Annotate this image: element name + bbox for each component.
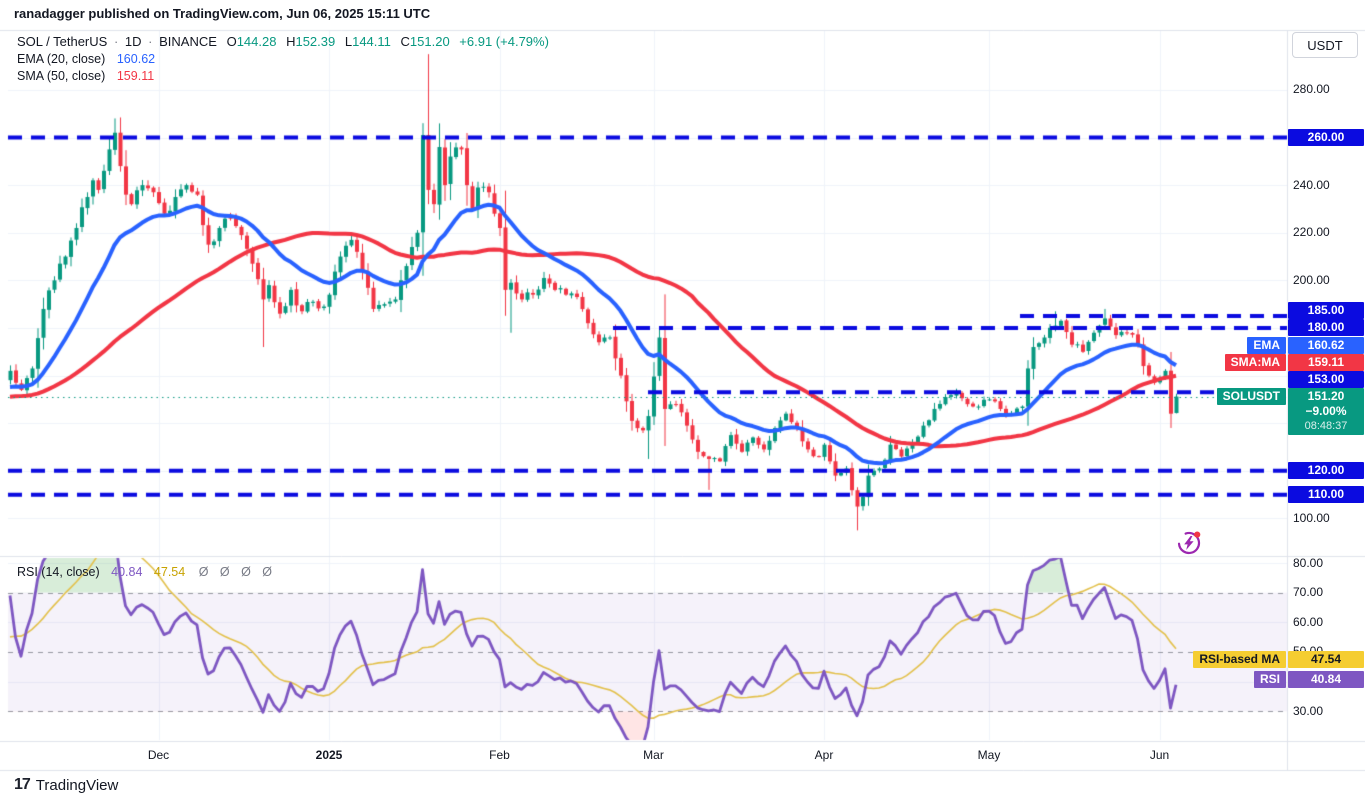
tradingview-logo-mark: 17: [14, 776, 31, 793]
separator: ·: [148, 34, 153, 49]
chart-legend: SOL / TetherUS · 1D · BINANCE O144.28 H1…: [17, 34, 549, 85]
exchange-label: BINANCE: [159, 34, 217, 49]
ema-legend-row[interactable]: EMA (20, close) 160.62: [17, 51, 549, 67]
rsi-ma-value-badge: 47.54: [1288, 650, 1364, 668]
ema-axis-label: EMA: [1247, 337, 1286, 355]
close-label: C: [400, 34, 410, 49]
interval-label[interactable]: 1D: [124, 34, 142, 49]
time-axis-month[interactable]: 2025: [315, 748, 343, 762]
ema-value-badge: 160.62: [1288, 337, 1364, 355]
open-label: O: [226, 34, 237, 49]
rsi-ma-value: 47.54: [153, 565, 186, 579]
rsi-axis-tick: 60.00: [1293, 614, 1324, 629]
last-price-badge: 151.20 −9.00% 08:48:37: [1288, 388, 1364, 436]
separator: ·: [113, 34, 119, 49]
open-value: 144.28: [236, 34, 277, 49]
symbol-name[interactable]: SOL / TetherUS: [17, 34, 108, 49]
level-badge-110: 110.00: [1288, 486, 1364, 504]
last-price-value: 151.20: [1307, 389, 1345, 404]
rsi-label: RSI (14, close): [17, 565, 100, 579]
change-value: +6.91 (+4.79%): [459, 34, 549, 49]
tradingview-logo[interactable]: 17 TradingView: [14, 776, 118, 794]
last-price-change-pct: −9.00%: [1305, 404, 1347, 419]
low-label: L: [344, 34, 353, 49]
sma-legend-row[interactable]: SMA (50, close) 159.11: [17, 68, 549, 84]
high-value: 152.39: [295, 34, 336, 49]
ema-value: 160.62: [116, 52, 156, 66]
level-badge-180: 180.00: [1288, 319, 1364, 337]
rsi-value: 40.84: [111, 565, 143, 579]
time-axis-month[interactable]: Feb: [489, 748, 510, 762]
price-axis-tick: 240.00: [1293, 177, 1330, 192]
sma-label: SMA (50, close): [17, 69, 106, 83]
time-axis-month[interactable]: Jun: [1149, 748, 1170, 762]
rsi-axis-tick: 80.00: [1293, 555, 1324, 570]
currency-toggle-button[interactable]: USDT: [1292, 32, 1358, 58]
tradingview-brand-text: TradingView: [35, 776, 119, 794]
price-axis-tick: 220.00: [1293, 225, 1330, 240]
bar-countdown: 08:48:37: [1304, 420, 1348, 433]
symbol-row[interactable]: SOL / TetherUS · 1D · BINANCE O144.28 H1…: [17, 34, 549, 50]
high-label: H: [286, 34, 296, 49]
level-badge-185: 185.00: [1288, 302, 1364, 320]
time-axis-month[interactable]: May: [977, 748, 1001, 762]
close-value: 151.20: [409, 34, 450, 49]
price-axis-tick: 280.00: [1293, 82, 1330, 97]
rsi-empty-params: Ø Ø Ø Ø: [198, 565, 276, 579]
rsi-axis-tick: 30.00: [1293, 703, 1324, 718]
time-axis-month[interactable]: Apr: [814, 748, 834, 762]
rsi-value-badge: 40.84: [1288, 670, 1364, 688]
rsi-ma-axis-label: RSI-based MA: [1193, 650, 1286, 668]
price-axis-tick: 100.00: [1293, 510, 1330, 525]
price-axis-tick: 200.00: [1293, 272, 1330, 287]
publish-header: ranadagger published on TradingView.com,…: [14, 6, 431, 21]
level-badge-120: 120.00: [1288, 462, 1364, 480]
time-axis-month[interactable]: Dec: [147, 748, 170, 762]
level-badge-260: 260.00: [1288, 129, 1364, 146]
sma-axis-label: SMA:MA: [1224, 354, 1286, 372]
rsi-axis-tick: 70.00: [1293, 585, 1324, 600]
rsi-legend[interactable]: RSI (14, close) 40.84 47.54 Ø Ø Ø Ø: [17, 565, 276, 579]
low-value: 144.11: [352, 34, 391, 49]
time-axis-month[interactable]: Mar: [643, 748, 664, 762]
level-badge-153: 153.00: [1288, 371, 1364, 389]
sma-value-badge: 159.11: [1288, 354, 1364, 372]
sma-value: 159.11: [116, 69, 155, 83]
rsi-axis-label: RSI: [1253, 670, 1286, 688]
idea-flash-icon[interactable]: [1174, 527, 1204, 557]
ema-label: EMA (20, close): [17, 52, 106, 66]
symbol-axis-label: SOLUSDT: [1216, 388, 1286, 406]
